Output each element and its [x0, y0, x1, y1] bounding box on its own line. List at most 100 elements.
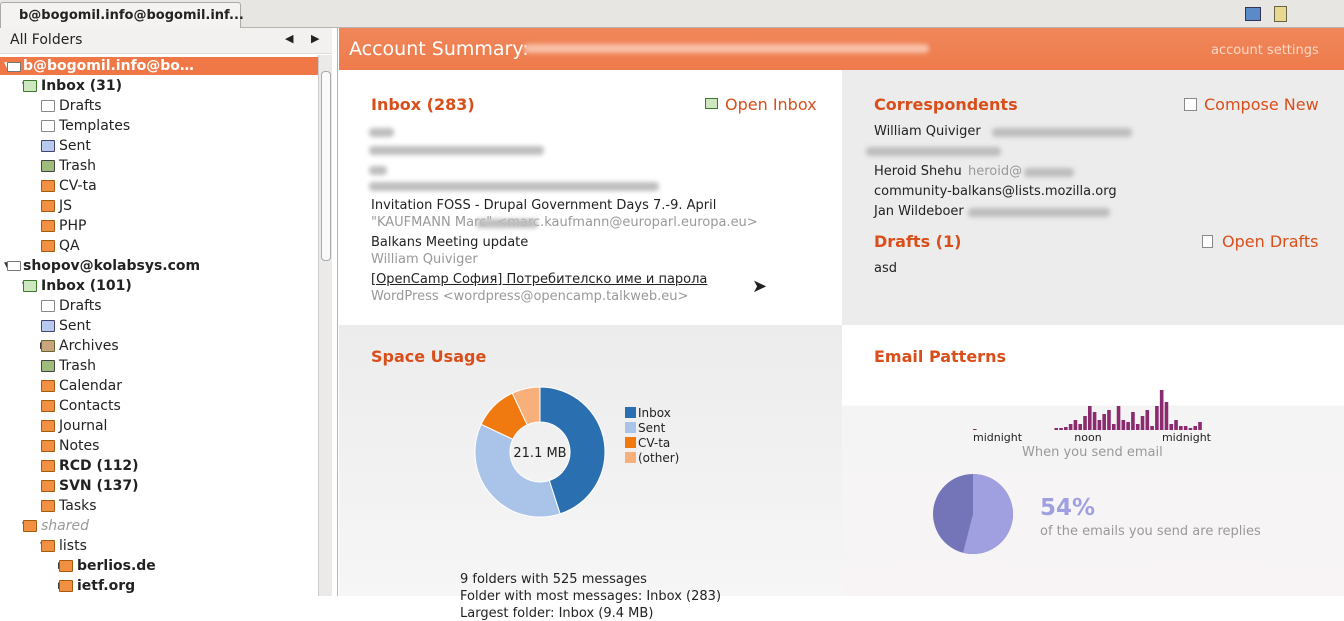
blur — [369, 146, 544, 155]
correspondent[interactable]: community-balkans@lists.mozilla.org — [874, 184, 1117, 199]
folder-label: PHP — [59, 218, 87, 234]
folder-icon — [41, 340, 55, 352]
folder-row[interactable]: Templates — [0, 116, 318, 136]
folder-row[interactable]: Trash — [0, 156, 318, 176]
correspondent[interactable]: Jan Wildeboer — [874, 204, 964, 219]
folder-row[interactable]: ▶berlios.de — [0, 556, 318, 576]
folder-label: Archives — [59, 338, 119, 354]
folder-icon — [41, 240, 55, 252]
folder-row[interactable]: ▼shared — [0, 516, 318, 536]
folder-label: Drafts — [59, 298, 102, 314]
folder-row[interactable]: ▶Archives — [0, 336, 318, 356]
folder-icon — [41, 180, 55, 192]
compose-icon — [1184, 98, 1197, 111]
folder-row[interactable]: ▼Inbox (101) — [0, 276, 318, 296]
compose-new-link[interactable]: Compose New — [1204, 95, 1319, 114]
blurred-account — [524, 44, 929, 53]
draft-item[interactable]: asd — [874, 261, 897, 276]
folder-icon — [41, 140, 55, 152]
folder-label: CV-ta — [59, 178, 97, 194]
folder-label: Templates — [59, 118, 131, 134]
message-from: William Quiviger — [371, 252, 478, 267]
folder-row[interactable]: Trash — [0, 356, 318, 376]
message-subject[interactable]: Invitation FOSS - Drupal Government Days… — [371, 198, 717, 213]
open-inbox-link[interactable]: Open Inbox — [725, 95, 817, 114]
blur — [992, 128, 1132, 137]
message-subject[interactable]: Balkans Meeting update — [371, 235, 529, 250]
folder-row[interactable]: ▼Inbox (31) — [0, 76, 318, 96]
folder-icon — [41, 160, 55, 172]
tab[interactable]: b@bogomil.info@bogomil.inf... — [0, 2, 244, 29]
stat-line: Largest folder: Inbox (9.4 MB) — [460, 606, 654, 621]
account-summary: Account Summary: account settings Inbox … — [339, 28, 1344, 621]
folder-row[interactable]: Sent — [0, 316, 318, 336]
folder-icon — [41, 480, 55, 492]
folder-icon — [41, 320, 55, 332]
message-subject[interactable]: [OpenCamp София] Потребителско име и пар… — [371, 272, 708, 287]
drafts-icon — [1202, 235, 1213, 248]
folder-icon — [41, 200, 55, 212]
folder-row[interactable]: Calendar — [0, 376, 318, 396]
folder-row[interactable]: ▼lists — [0, 536, 318, 556]
correspondents-panel: Correspondents Compose New William Quivi… — [842, 70, 1344, 325]
folder-row[interactable]: SVN (137) — [0, 476, 318, 496]
panel-title: Space Usage — [371, 347, 487, 366]
folder-label: Drafts — [59, 98, 102, 114]
folder-row[interactable]: PHP — [0, 216, 318, 236]
folder-row[interactable]: Drafts — [0, 296, 318, 316]
folder-row[interactable]: ▶ietf.org — [0, 576, 318, 596]
open-drafts-link[interactable]: Open Drafts — [1222, 232, 1319, 251]
folder-label: Notes — [59, 438, 100, 454]
account-row[interactable]: ▼shopov@kolabsys.com — [0, 256, 318, 276]
panel-title: Inbox (283) — [371, 95, 475, 114]
folder-icon — [59, 560, 73, 572]
folder-icon — [41, 300, 55, 312]
folder-label: Journal — [59, 418, 108, 434]
blur — [369, 182, 659, 191]
scrollbar[interactable] — [318, 55, 332, 596]
folder-row[interactable]: QA — [0, 236, 318, 256]
folder-row[interactable]: Notes — [0, 436, 318, 456]
folder-label: JS — [59, 198, 73, 214]
folder-label: Inbox (31) — [41, 78, 122, 94]
folder-icon — [41, 120, 55, 132]
folder-label: berlios.de — [77, 558, 156, 574]
folder-row[interactable]: Tasks — [0, 496, 318, 516]
folder-row[interactable]: JS — [0, 196, 318, 216]
folder-label: lists — [59, 538, 87, 554]
blur — [866, 147, 1001, 156]
folder-header-title: All Folders — [10, 32, 83, 48]
tasks-icon[interactable] — [1274, 6, 1287, 22]
layout-icon[interactable] — [1245, 7, 1261, 21]
folder-label: Tasks — [59, 498, 97, 514]
folder-label: Sent — [59, 318, 91, 334]
folder-row[interactable]: Drafts — [0, 96, 318, 116]
folder-row[interactable]: Journal — [0, 416, 318, 436]
folder-icon — [41, 420, 55, 432]
histogram-caption: When you send email — [1022, 445, 1163, 460]
blur — [968, 208, 1110, 217]
next-arrow[interactable]: ▶ — [311, 32, 320, 45]
account-row[interactable]: ▼b@bogomil.info@bo…fob@bogomil.info — [0, 57, 318, 92]
folder-icon — [41, 500, 55, 512]
folder-label: shared — [41, 518, 90, 534]
tab-title: b@bogomil.info@bogomil.inf... — [19, 8, 244, 23]
folder-icon — [7, 62, 21, 72]
folder-icon — [23, 280, 37, 292]
scroll-thumb[interactable] — [321, 71, 331, 261]
folder-label: SVN (137) — [59, 478, 139, 494]
folder-label: Inbox (101) — [41, 278, 132, 294]
inbox-icon — [705, 98, 718, 109]
prev-arrow[interactable]: ◀ — [285, 32, 294, 45]
account-settings-link[interactable]: account settings — [1211, 43, 1319, 58]
folder-row[interactable]: RCD (112) — [0, 456, 318, 476]
folder-row[interactable]: Contacts — [0, 396, 318, 416]
correspondent[interactable]: Heroid Shehu — [874, 164, 962, 179]
folder-row[interactable]: Sent — [0, 136, 318, 156]
folder-label: b@bogomil.info@bo…fob@bogomil.info — [23, 58, 194, 92]
folder-row[interactable]: CV-ta — [0, 176, 318, 196]
folder-icon — [41, 540, 55, 552]
correspondent[interactable]: William Quiviger — [874, 124, 981, 139]
patterns-panel: Email Patterns When you send email 54% o… — [842, 325, 1344, 596]
